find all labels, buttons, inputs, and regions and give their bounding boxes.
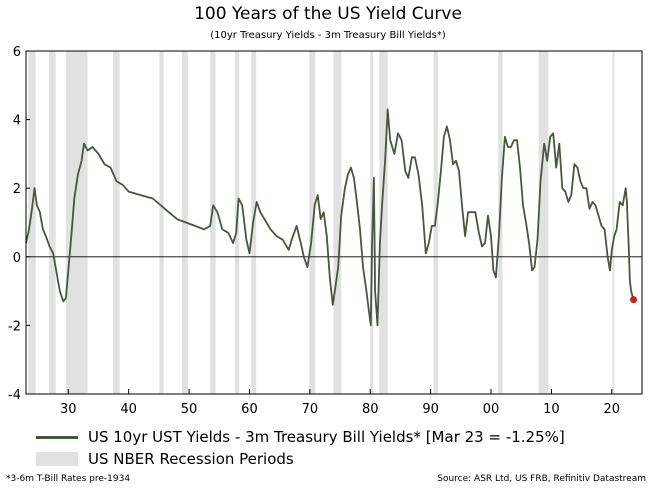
legend-series-label: US 10yr UST Yields - 3m Treasury Bill Yi… <box>88 428 565 446</box>
recession-band <box>210 51 216 394</box>
legend-item-series: US 10yr UST Yields - 3m Treasury Bill Yi… <box>36 428 565 446</box>
x-tick-label: 00 <box>483 402 500 417</box>
x-tick-label: 40 <box>120 402 137 417</box>
plot-frame <box>25 50 643 395</box>
y-tick-label: -2 <box>8 319 21 334</box>
y-tick-label: 2 <box>13 182 21 197</box>
series-group <box>25 108 638 327</box>
recession-band <box>48 51 56 394</box>
y-tick-label: 0 <box>13 251 21 266</box>
legend-recession-label: US NBER Recession Periods <box>88 450 294 468</box>
legend-line-swatch <box>36 435 78 439</box>
latest-value-marker <box>630 296 638 304</box>
y-tick-label: 4 <box>13 114 21 129</box>
recession-band <box>159 51 164 394</box>
x-tick-label: 70 <box>302 402 319 417</box>
recession-band <box>370 51 374 394</box>
recession-band <box>538 51 549 394</box>
x-tick-label: 80 <box>362 402 379 417</box>
recession-band <box>612 51 615 394</box>
x-tick-label: 50 <box>181 402 198 417</box>
recession-band <box>333 51 342 394</box>
y-tick-label: 6 <box>13 45 21 60</box>
y-tick-label: -4 <box>8 388 21 403</box>
x-tick-label: 90 <box>422 402 439 417</box>
recession-band <box>65 51 88 394</box>
x-tick-label: 20 <box>604 402 621 417</box>
x-tick-label: 30 <box>60 402 77 417</box>
source-note: Source: ASR Ltd, US FRB, Refinitiv Datas… <box>437 474 646 484</box>
legend-item-recession: US NBER Recession Periods <box>36 450 294 468</box>
recession-band <box>28 51 36 394</box>
chart-title: 100 Years of the US Yield Curve <box>194 4 462 24</box>
series-line <box>25 108 635 327</box>
x-tick-label: 10 <box>543 402 560 417</box>
chart-subtitle: (10yr Treasury Yields - 3m Treasury Bill… <box>210 30 446 41</box>
x-tick-label: 60 <box>241 402 258 417</box>
recession-band <box>379 51 388 394</box>
footnote: *3-6m T-Bill Rates pre-1934 <box>6 474 131 484</box>
recession-band <box>112 51 120 394</box>
legend-recession-swatch <box>36 452 78 466</box>
